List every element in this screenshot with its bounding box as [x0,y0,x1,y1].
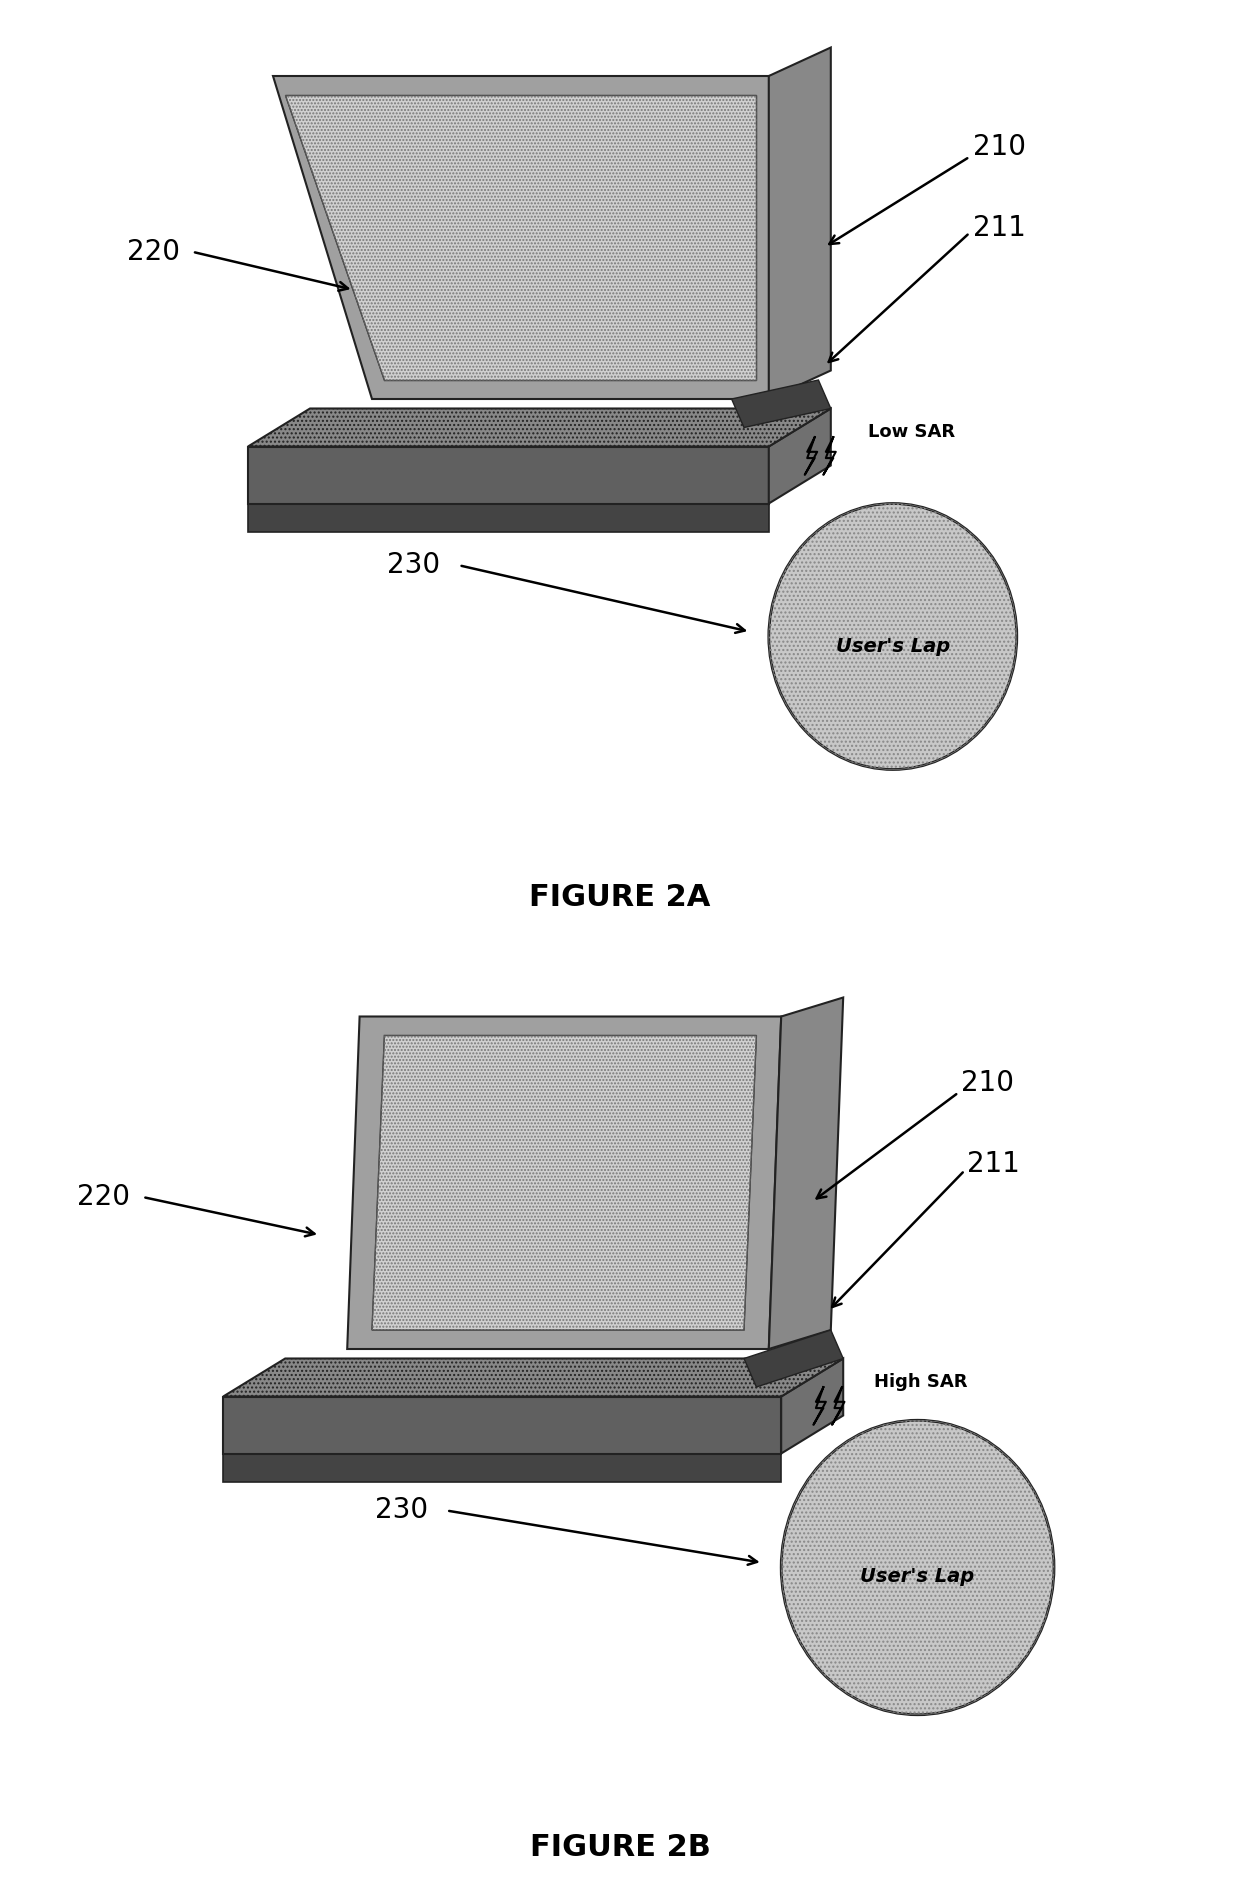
Text: 230: 230 [374,1497,428,1524]
Polygon shape [769,998,843,1349]
Polygon shape [223,1358,843,1396]
Text: 211: 211 [973,215,1027,241]
Polygon shape [223,1454,781,1482]
Polygon shape [781,1358,843,1454]
Text: User's Lap: User's Lap [836,636,950,655]
Polygon shape [744,1330,843,1387]
Text: 220: 220 [126,238,180,266]
Polygon shape [285,95,756,380]
Polygon shape [769,48,831,399]
Polygon shape [273,76,769,399]
Ellipse shape [769,504,1017,770]
Ellipse shape [781,1421,1054,1714]
Text: 210: 210 [961,1070,1014,1096]
Polygon shape [769,408,831,504]
Polygon shape [248,408,831,446]
Text: 210: 210 [973,133,1027,162]
Polygon shape [223,1396,781,1454]
Text: Low SAR: Low SAR [868,424,955,441]
Text: 230: 230 [387,551,440,580]
Text: High SAR: High SAR [874,1374,967,1391]
Polygon shape [347,1017,781,1349]
Text: User's Lap: User's Lap [861,1568,975,1586]
Polygon shape [248,504,769,532]
Text: 220: 220 [77,1184,130,1210]
Text: 211: 211 [967,1150,1021,1178]
Text: FIGURE 2B: FIGURE 2B [529,1834,711,1862]
Polygon shape [372,1036,756,1330]
Polygon shape [248,446,769,504]
Text: FIGURE 2A: FIGURE 2A [529,884,711,912]
Polygon shape [732,380,831,428]
